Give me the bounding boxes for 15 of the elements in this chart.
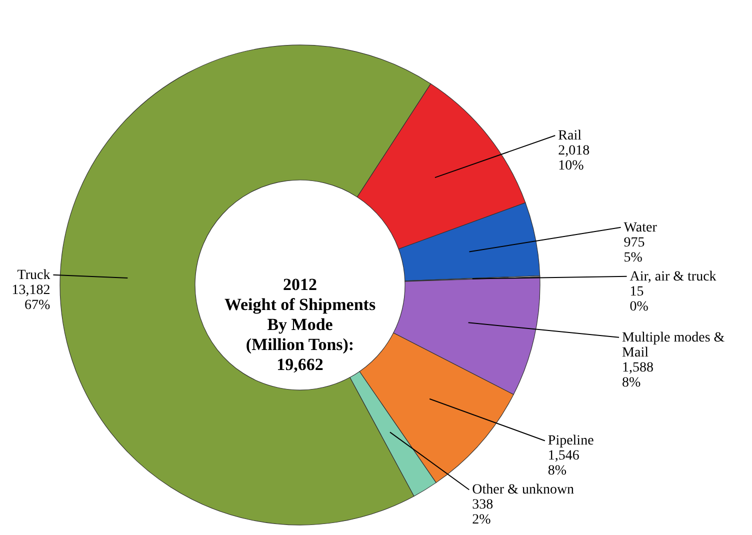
- slice-label: Other & unknown: [472, 482, 574, 498]
- data-label: 15 0%: [630, 284, 649, 314]
- text: 2012 Weight of Shipments By Mode (Million Tons): 19,662: [224, 275, 376, 374]
- data-label: 1,546 8%: [548, 448, 580, 479]
- slice-label: Rail: [558, 128, 582, 144]
- data-label: 2,018 10%: [558, 144, 590, 174]
- data-label: 13,182 67%: [12, 282, 51, 313]
- slice-label: Pipeline: [548, 434, 594, 449]
- slice-label: Truck: [17, 268, 50, 283]
- data-label: 338 2%: [472, 498, 494, 528]
- slice-label: Air, air & truck: [630, 269, 716, 284]
- slice-label: Multiple modes & Mail: [622, 330, 725, 360]
- data-label: 975 5%: [624, 235, 645, 266]
- data-label: 1,588 8%: [622, 360, 654, 390]
- slice-label: Water: [624, 220, 658, 236]
